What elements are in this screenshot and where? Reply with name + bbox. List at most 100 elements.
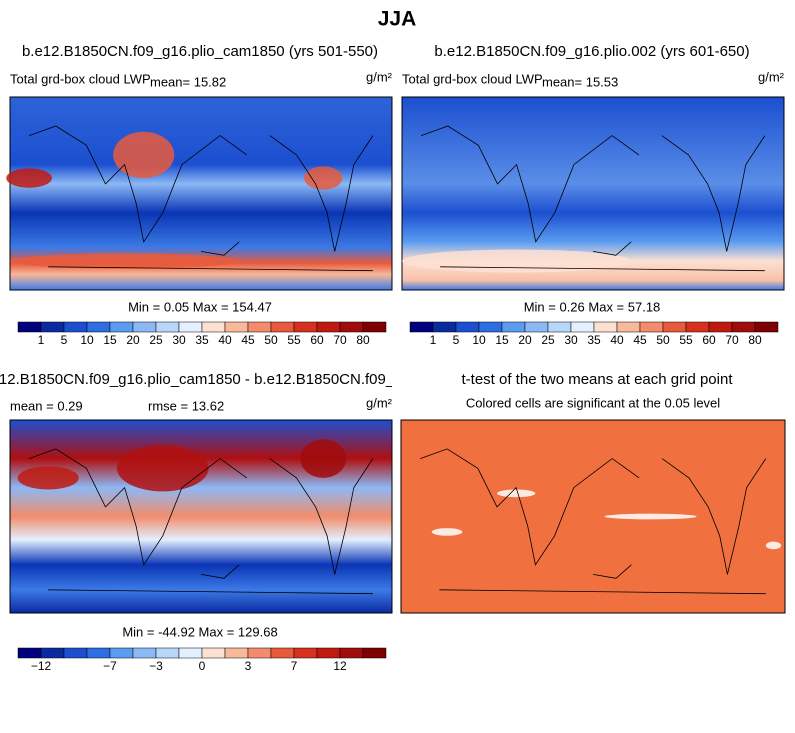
colorbar-label: 7 (291, 659, 298, 673)
colorbar-box (339, 321, 364, 333)
colorbar-label: 20 (518, 333, 532, 347)
colorbar-box (132, 647, 157, 659)
min-max-label: Min = 0.26 Max = 57.18 (524, 299, 661, 314)
map-feature (17, 466, 79, 490)
colorbar-box (409, 321, 434, 333)
colorbar-box (132, 321, 157, 333)
colorbar-box (86, 647, 111, 659)
colorbar-box (754, 321, 779, 333)
colorbar-label: 10 (80, 333, 94, 347)
colorbar-box (524, 321, 549, 333)
colorbar-label: −7 (103, 659, 117, 673)
colorbar-box (247, 647, 272, 659)
colorbar-label: 5 (453, 333, 460, 347)
map-feature (116, 445, 209, 492)
colorbar-box (316, 647, 341, 659)
colorbar-label: −12 (31, 659, 52, 673)
panel-title: b.e12.B1850CN.f09_g16.plio_cam1850 - b.e… (0, 371, 476, 388)
colorbar-box (17, 321, 42, 333)
colorbar-box (247, 321, 272, 333)
colorbar-label: 0 (199, 659, 206, 673)
colorbar-box (201, 647, 226, 659)
colorbar-label: 50 (264, 333, 278, 347)
colorbar-label: 35 (587, 333, 601, 347)
colorbar-box (547, 321, 572, 333)
map-feature (431, 528, 463, 536)
colorbar-box (270, 321, 295, 333)
units-label: g/m² (366, 395, 393, 410)
mean-label: mean= 15.53 (542, 74, 618, 89)
rmse-label: rmse = 13.62 (148, 398, 224, 413)
mean-label: mean= 15.82 (150, 74, 226, 89)
colorbar-box (17, 647, 42, 659)
coastline (420, 448, 767, 595)
panel-subtitle: Colored cells are significant at the 0.0… (466, 395, 720, 410)
colorbar-box (316, 321, 341, 333)
coastline (28, 448, 374, 595)
colorbar-label: 55 (287, 333, 301, 347)
panel-title: b.e12.B1850CN.f09_g16.plio.002 (yrs 601-… (434, 43, 749, 60)
min-max-label: Min = -44.92 Max = 129.68 (122, 624, 277, 639)
colorbar-label: 25 (149, 333, 163, 347)
colorbar-box (270, 647, 295, 659)
colorbar-label: 60 (310, 333, 324, 347)
colorbar-box (432, 321, 457, 333)
colorbar-box (109, 647, 134, 659)
map-feature (304, 166, 343, 190)
colorbar-label: 70 (333, 333, 347, 347)
figure-title: JJA (378, 8, 417, 31)
map-feature (604, 513, 697, 520)
colorbar-label: 55 (679, 333, 693, 347)
colorbar-label: 15 (495, 333, 509, 347)
units-label: g/m² (758, 69, 785, 84)
colorbar-label: 12 (333, 659, 347, 673)
colorbar-label: 25 (541, 333, 555, 347)
colorbar-box (639, 321, 664, 333)
colorbar-box (362, 647, 387, 659)
colorbar-box (63, 647, 88, 659)
coastline (420, 125, 766, 272)
map (400, 419, 786, 614)
colorbar-label: 1 (430, 333, 437, 347)
colorbar-label: 60 (702, 333, 716, 347)
panel-title: t-test of the two means at each grid poi… (462, 371, 734, 388)
colorbar-label: 5 (61, 333, 68, 347)
colorbar-label: 1 (38, 333, 45, 347)
min-max-label: Min = 0.05 Max = 154.47 (128, 299, 272, 314)
colorbar-label: 35 (195, 333, 209, 347)
colorbar-label: 40 (610, 333, 624, 347)
colorbar-box (224, 647, 249, 659)
colorbar-box (109, 321, 134, 333)
colorbar-box (593, 321, 618, 333)
variable-label: Total grd-box cloud LWP (402, 71, 543, 86)
variable-label: Total grd-box cloud LWP (10, 71, 151, 86)
colorbar-label: 20 (126, 333, 140, 347)
map-feature (497, 489, 536, 498)
colorbar-box (455, 321, 480, 333)
colorbar-label: 70 (725, 333, 739, 347)
colorbar-box (224, 321, 249, 333)
colorbar-label: 40 (218, 333, 232, 347)
colorbar-label: 80 (356, 333, 370, 347)
map-feature (765, 541, 782, 550)
colorbar-box (685, 321, 710, 333)
mean-label: mean = 0.29 (10, 398, 83, 413)
colorbar-box (155, 321, 180, 333)
colorbar-box (63, 321, 88, 333)
colorbar-label: 3 (245, 659, 252, 673)
colorbar-box (662, 321, 687, 333)
colorbar-box (362, 321, 387, 333)
map-feature (300, 439, 347, 478)
colorbar-label: 15 (103, 333, 117, 347)
colorbar-box (86, 321, 111, 333)
colorbar-box (40, 321, 65, 333)
colorbar-box (293, 647, 318, 659)
colorbar-label: 30 (172, 333, 186, 347)
colorbar-label: 50 (656, 333, 670, 347)
map-background-white (392, 370, 795, 390)
colorbar-label: 10 (472, 333, 486, 347)
colorbar-box (339, 647, 364, 659)
panel-title: b.e12.B1850CN.f09_g16.plio_cam1850 (yrs … (22, 43, 378, 60)
colorbar-box (731, 321, 756, 333)
